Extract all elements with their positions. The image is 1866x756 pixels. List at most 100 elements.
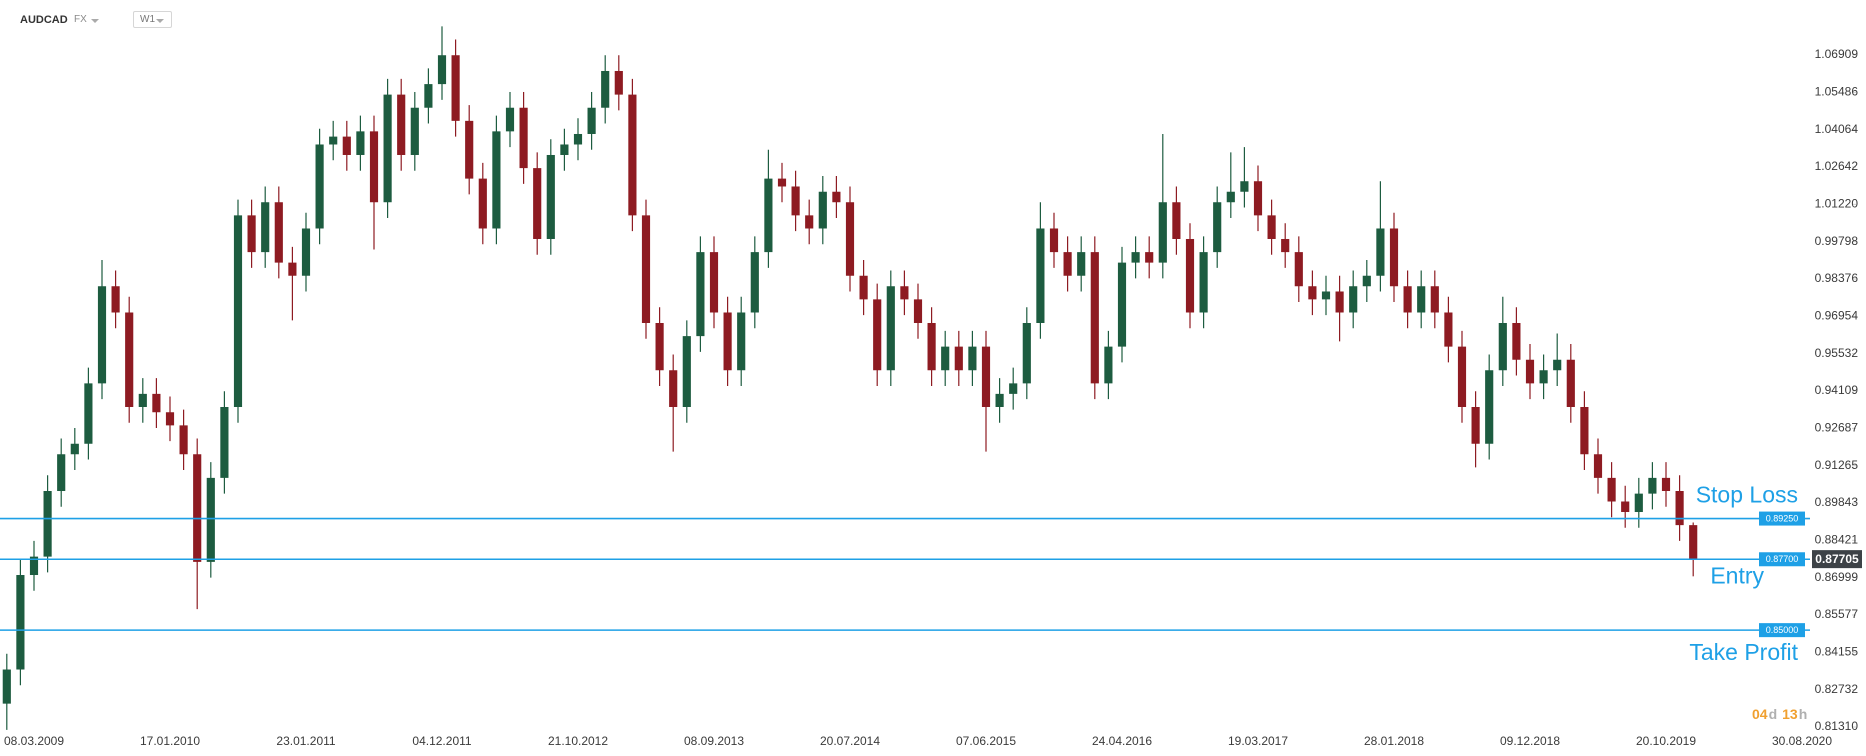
- candle-body: [1090, 252, 1099, 384]
- candle-body: [1308, 286, 1317, 300]
- x-tick-label: 04.12.2011: [412, 734, 471, 748]
- candle-body: [669, 370, 678, 407]
- candle-body: [818, 191, 827, 229]
- y-tick-label: 0.95532: [1815, 346, 1859, 360]
- candle-body: [1185, 238, 1195, 313]
- candle-body: [397, 94, 406, 155]
- level-label-box: [1759, 511, 1805, 526]
- y-tick-label: 0.82732: [1815, 682, 1859, 696]
- candle-body: [1009, 383, 1018, 394]
- candle-body: [1022, 322, 1031, 384]
- x-tick-label: 19.03.2017: [1228, 734, 1288, 748]
- candle-body: [29, 556, 39, 576]
- candle-body: [641, 215, 651, 323]
- candle-body: [682, 336, 691, 407]
- x-tick-label: 07.06.2015: [956, 734, 1016, 748]
- candle-body: [288, 262, 297, 276]
- candle-body: [1253, 181, 1263, 216]
- candle-body: [1689, 525, 1698, 559]
- candle-body: [628, 94, 637, 216]
- x-tick-label: 23.01.2011: [276, 734, 335, 748]
- candle-body: [451, 55, 460, 121]
- interval[interactable]: W1: [133, 11, 172, 28]
- candle-body: [737, 312, 746, 371]
- candle-body: [369, 131, 379, 203]
- market-caret[interactable]: [91, 19, 99, 23]
- candle-body: [927, 322, 936, 371]
- candle-body: [97, 286, 107, 384]
- candle-body: [1362, 275, 1371, 287]
- candle-body: [1158, 202, 1167, 263]
- interval-caret[interactable]: [156, 19, 164, 23]
- candle-body: [750, 252, 759, 313]
- candle-body: [968, 346, 977, 371]
- candle-body: [777, 178, 787, 187]
- candle-body: [1376, 228, 1385, 276]
- candle-body: [573, 133, 583, 145]
- y-tick-label: 0.98376: [1815, 271, 1859, 285]
- candle-body: [465, 120, 474, 179]
- y-tick-label: 0.96954: [1815, 308, 1859, 322]
- x-tick-label: 09.12.2018: [1500, 734, 1560, 748]
- candle-body: [1457, 346, 1467, 407]
- candle-body: [1117, 262, 1127, 347]
- level-name: Entry: [1710, 562, 1764, 588]
- candle-body: [886, 286, 895, 371]
- candle-body: [505, 107, 515, 132]
- candle-body: [301, 228, 311, 276]
- y-tick-label: 0.84155: [1815, 644, 1859, 658]
- y-tick-label: 0.94109: [1815, 383, 1859, 397]
- market[interactable]: FX: [74, 14, 87, 25]
- x-tick-label: 20.10.2019: [1636, 734, 1696, 748]
- candle-body: [247, 215, 256, 253]
- candle-body: [57, 454, 66, 492]
- candle-body: [1661, 477, 1671, 492]
- candle-body: [1281, 238, 1290, 253]
- candle-body: [546, 154, 555, 239]
- candle-body: [165, 412, 175, 426]
- candle-body: [424, 84, 433, 108]
- x-tick-label: 30.08.2020: [1772, 734, 1832, 748]
- candle-body: [1294, 252, 1303, 287]
- candle-body: [1104, 346, 1113, 384]
- candle-body: [1403, 286, 1412, 313]
- candle-body: [1267, 215, 1276, 239]
- candle-body: [478, 178, 487, 229]
- candle-body: [1226, 191, 1235, 203]
- countdown-part: 13: [1782, 706, 1798, 722]
- candle-body: [261, 202, 270, 253]
- candle-body: [70, 443, 79, 455]
- y-tick-label: 0.99798: [1815, 234, 1859, 248]
- candle-body: [1199, 252, 1208, 313]
- candle-body: [913, 299, 923, 323]
- candle-body: [1539, 370, 1548, 384]
- candle-body: [560, 144, 569, 155]
- candle-body: [981, 346, 991, 407]
- candle-body: [805, 215, 814, 229]
- y-tick-label: 0.86999: [1815, 570, 1859, 584]
- candle-body: [1321, 291, 1331, 300]
- candle-body: [1607, 477, 1616, 502]
- candle-body: [995, 393, 1004, 407]
- candle-body: [859, 275, 868, 300]
- candle-body: [1417, 286, 1426, 313]
- candle-body: [533, 168, 542, 239]
- x-tick-label: 21.10.2012: [548, 734, 608, 748]
- countdown-part: 04: [1752, 706, 1768, 722]
- symbol[interactable]: AUDCAD: [20, 14, 68, 26]
- candle-body: [709, 252, 719, 313]
- candle-body: [329, 136, 338, 145]
- candle-body: [587, 107, 596, 134]
- candle-body: [1634, 493, 1643, 513]
- candle-body: [845, 202, 855, 276]
- candle-body: [342, 136, 351, 155]
- candle-body: [1444, 312, 1453, 347]
- candle-body: [1593, 454, 1603, 478]
- candle-body: [179, 425, 188, 455]
- candle-body: [941, 346, 950, 371]
- candle-body: [1553, 359, 1562, 371]
- candle-body: [1580, 406, 1589, 455]
- candle-body: [1172, 202, 1181, 239]
